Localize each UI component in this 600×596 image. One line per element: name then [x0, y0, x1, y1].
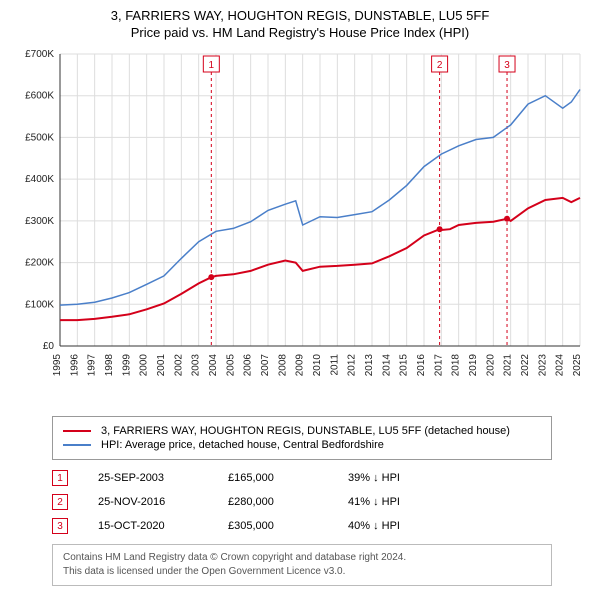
sale-date: 25-SEP-2003 — [98, 472, 198, 484]
x-tick-label: 2023 — [537, 354, 548, 377]
chart-container: 3, FARRIERS WAY, HOUGHTON REGIS, DUNSTAB… — [0, 0, 600, 596]
y-tick-label: £200K — [25, 258, 54, 269]
sale-marker-label: 2 — [437, 60, 443, 71]
x-tick-label: 2016 — [416, 354, 427, 377]
x-tick-label: 2004 — [208, 354, 219, 377]
legend-label: HPI: Average price, detached house, Cent… — [101, 439, 384, 451]
chart-area: £0 £100K £200K £300K £400K £500K £600K £700K 199… — [10, 46, 590, 406]
sale-marker-box: 2 — [52, 494, 68, 510]
x-tick-label: 2000 — [139, 354, 150, 377]
sale-row: 2 25-NOV-2016 £280,000 41% ↓ HPI — [52, 490, 552, 514]
x-tick-label: 1996 — [69, 354, 80, 377]
footnote-box: Contains HM Land Registry data © Crown c… — [52, 544, 552, 586]
x-tick-label: 2011 — [329, 354, 340, 376]
x-tick-label: 2001 — [156, 354, 167, 377]
x-tick-label: 2019 — [468, 354, 479, 377]
y-tick-label: £400K — [25, 174, 54, 185]
footnote-line1: Contains HM Land Registry data © Crown c… — [63, 551, 541, 565]
sale-date: 25-NOV-2016 — [98, 496, 198, 508]
x-tick-label: 2002 — [173, 354, 184, 377]
y-tick-label: £0 — [43, 341, 55, 352]
footnote-line2: This data is licensed under the Open Gov… — [63, 565, 541, 579]
legend-swatch — [63, 444, 91, 446]
y-tick-label: £300K — [25, 216, 54, 227]
sales-table: 1 25-SEP-2003 £165,000 39% ↓ HPI 2 25-NOV-201… — [52, 466, 552, 538]
x-tick-label: 1999 — [121, 354, 132, 377]
x-tick-label: 2025 — [572, 354, 583, 377]
sale-diff: 41% ↓ HPI — [348, 496, 458, 508]
x-tick-label: 2007 — [260, 354, 271, 377]
title-block: 3, FARRIERS WAY, HOUGHTON REGIS, DUNSTAB… — [10, 8, 590, 40]
sale-date: 15-OCT-2020 — [98, 520, 198, 532]
x-tick-label: 1997 — [87, 354, 98, 377]
sale-diff: 40% ↓ HPI — [348, 520, 458, 532]
sale-marker-box: 1 — [52, 470, 68, 486]
y-tick-label: £100K — [25, 299, 54, 310]
x-tick-label: 2009 — [295, 354, 306, 377]
x-tick-label: 2020 — [485, 354, 496, 377]
sale-diff: 39% ↓ HPI — [348, 472, 458, 484]
sale-row: 1 25-SEP-2003 £165,000 39% ↓ HPI — [52, 466, 552, 490]
title-subtitle: Price paid vs. HM Land Registry's House … — [10, 25, 590, 40]
x-tick-label: 2010 — [312, 354, 323, 377]
x-tick-label: 2017 — [433, 354, 444, 377]
legend-row: HPI: Average price, detached house, Cent… — [63, 439, 541, 451]
sale-price: £305,000 — [228, 520, 318, 532]
x-tick-label: 1998 — [104, 354, 115, 377]
legend-label: 3, FARRIERS WAY, HOUGHTON REGIS, DUNSTAB… — [101, 425, 510, 437]
legend-row: 3, FARRIERS WAY, HOUGHTON REGIS, DUNSTAB… — [63, 425, 541, 437]
y-tick-label: £500K — [25, 132, 54, 143]
x-tick-label: 2022 — [520, 354, 531, 377]
x-tick-label: 2013 — [364, 354, 375, 377]
sale-price: £280,000 — [228, 496, 318, 508]
x-tick-label: 2014 — [381, 354, 392, 377]
x-tick-label: 2008 — [277, 354, 288, 377]
x-tick-label: 2005 — [225, 354, 236, 377]
x-tick-label: 2003 — [191, 354, 202, 377]
x-tick-label: 2021 — [503, 354, 514, 377]
legend-box: 3, FARRIERS WAY, HOUGHTON REGIS, DUNSTAB… — [52, 416, 552, 460]
y-tick-label: £700K — [25, 49, 54, 60]
x-tick-label: 2024 — [555, 354, 566, 377]
sale-marker-label: 1 — [209, 60, 215, 71]
x-tick-label: 2006 — [243, 354, 254, 377]
sale-price: £165,000 — [228, 472, 318, 484]
x-tick-label: 2012 — [347, 354, 358, 377]
x-tick-label: 2015 — [399, 354, 410, 377]
title-address: 3, FARRIERS WAY, HOUGHTON REGIS, DUNSTAB… — [10, 8, 590, 23]
legend-swatch — [63, 430, 91, 432]
y-tick-label: £600K — [25, 91, 54, 102]
sale-marker-label: 3 — [504, 60, 510, 71]
sale-marker-box: 3 — [52, 518, 68, 534]
x-tick-label: 2018 — [451, 354, 462, 377]
x-tick-label: 1995 — [52, 354, 63, 377]
sale-row: 3 15-OCT-2020 £305,000 40% ↓ HPI — [52, 514, 552, 538]
line-chart-svg: £0 £100K £200K £300K £400K £500K £600K £700K 199… — [10, 46, 590, 406]
